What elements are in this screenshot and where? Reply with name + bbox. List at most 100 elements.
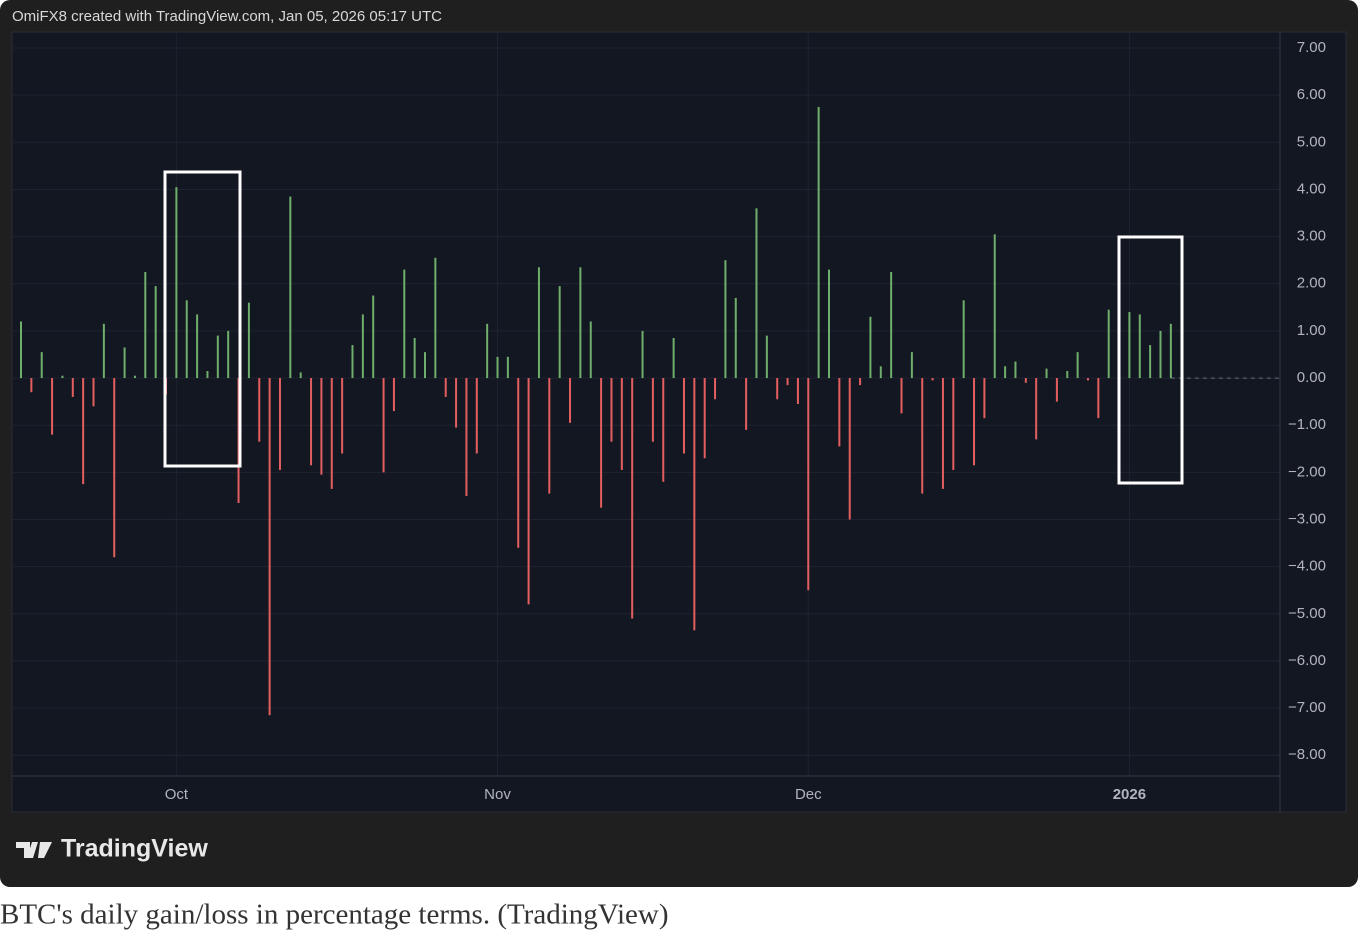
attribution: OmiFX8 created with TradingView.com, Jan… (12, 8, 442, 25)
y-tick-label: 2.00 (1297, 275, 1326, 292)
bar (941, 378, 944, 489)
bar (952, 378, 955, 471)
bar (320, 378, 323, 475)
bar (392, 378, 395, 412)
bar (807, 378, 810, 591)
bar (755, 208, 758, 379)
caption: BTC's daily gain/loss in percentage term… (0, 899, 669, 931)
bar (444, 378, 447, 397)
bar (631, 378, 634, 619)
bar (258, 378, 261, 442)
y-tick-label: −1.00 (1288, 416, 1326, 433)
x-tick-label: Oct (165, 786, 189, 803)
bar (278, 378, 281, 471)
y-tick-label: 5.00 (1297, 133, 1326, 150)
y-tick-label: −8.00 (1288, 746, 1326, 763)
chart-area (11, 31, 1347, 813)
bar (424, 352, 427, 379)
logo: TradingView (16, 835, 208, 863)
bar (144, 271, 147, 379)
y-tick-label: −2.00 (1288, 463, 1326, 480)
bar (693, 378, 696, 631)
bar (1024, 378, 1027, 383)
bar (579, 267, 582, 379)
bar (900, 378, 903, 414)
bar (506, 356, 509, 379)
bar (1035, 378, 1038, 440)
bar (776, 378, 779, 400)
bar (82, 378, 85, 485)
bar (299, 372, 302, 379)
y-tick-label: 0.00 (1297, 369, 1326, 386)
y-tick-label: 1.00 (1297, 322, 1326, 339)
bar (672, 337, 675, 379)
bar (569, 378, 572, 423)
bar (1086, 378, 1089, 381)
bar (1149, 345, 1152, 379)
y-tick-label: −4.00 (1288, 558, 1326, 575)
y-tick-label: −5.00 (1288, 605, 1326, 622)
bar (175, 187, 178, 379)
y-tick-label: 4.00 (1297, 180, 1326, 197)
bar (341, 378, 344, 454)
bar (682, 378, 685, 454)
bar (1128, 312, 1131, 379)
bar (216, 335, 219, 379)
bar (786, 378, 789, 386)
bar (527, 378, 530, 605)
highlight-box (163, 170, 242, 468)
bar (600, 378, 603, 508)
bar (1097, 378, 1100, 419)
logo-icon (16, 842, 52, 858)
bar (268, 378, 271, 716)
bar (931, 378, 934, 381)
bar (413, 337, 416, 379)
y-tick-label: 7.00 (1297, 39, 1326, 56)
bar (403, 269, 406, 379)
highlight-box (1117, 235, 1184, 485)
bar (61, 375, 64, 379)
y-tick-label: 3.00 (1297, 228, 1326, 245)
x-tick-label: Dec (795, 786, 822, 803)
bar (475, 378, 478, 454)
bar (765, 335, 768, 379)
bar (123, 347, 126, 379)
bar (455, 378, 458, 428)
bar (859, 378, 862, 386)
y-tick-label: −3.00 (1288, 510, 1326, 527)
bar (910, 352, 913, 379)
bar (962, 300, 965, 379)
bar (496, 356, 499, 379)
bar (133, 375, 136, 379)
bar (102, 323, 105, 379)
bar (869, 316, 872, 379)
x-tick-label: Nov (484, 786, 511, 803)
bar (983, 378, 986, 419)
bar (817, 106, 820, 379)
bar (1014, 361, 1017, 379)
bar (517, 378, 520, 548)
bar (724, 260, 727, 379)
y-tick-label: −7.00 (1288, 699, 1326, 716)
bar (1004, 366, 1007, 379)
bar (703, 378, 706, 459)
bar (434, 257, 437, 379)
bar (548, 378, 551, 494)
bar (651, 378, 654, 442)
bar (372, 295, 375, 379)
bar (310, 378, 313, 466)
bar (1138, 314, 1141, 379)
bar (848, 378, 851, 520)
bar (330, 378, 333, 489)
x-tick-label: 2026 (1113, 786, 1146, 803)
bar (1055, 378, 1058, 402)
bar (558, 286, 561, 379)
bar (196, 314, 199, 379)
bar (921, 378, 924, 494)
bar (154, 286, 157, 379)
bar (1159, 330, 1162, 379)
bar (486, 323, 489, 379)
bar (537, 267, 540, 379)
logo-text: TradingView (61, 835, 208, 863)
